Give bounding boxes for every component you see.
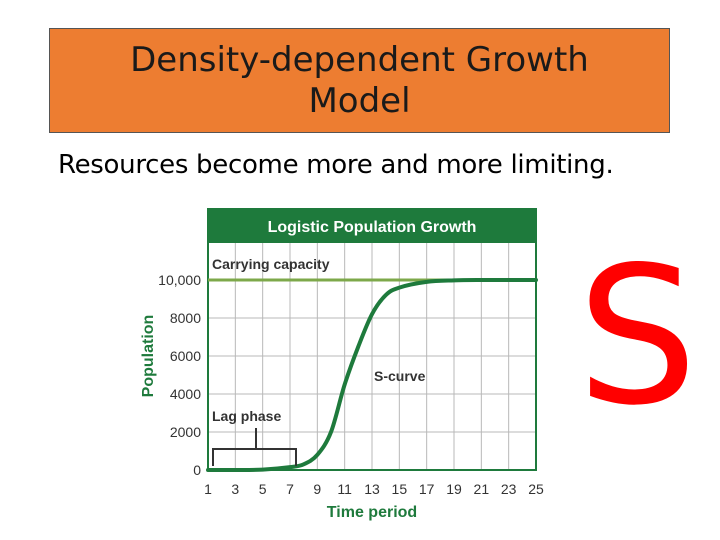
x-tick-label: 7 [286,481,294,497]
y-tick-label: 10,000 [158,272,201,288]
x-tick-label: 25 [528,481,544,497]
chart-title: Logistic Population Growth [268,219,477,236]
x-tick-label: 1 [204,481,212,497]
x-tick-label: 9 [313,481,321,497]
series-line-population [206,277,538,473]
x-tick-label: 17 [419,481,435,497]
slide-subtitle: Resources become more and more limiting. [58,150,614,180]
carrying-capacity-label: Carrying capacity [212,256,330,272]
x-tick-label: 19 [446,481,462,497]
x-tick-label: 11 [337,481,352,497]
x-tick-label: 13 [364,481,380,497]
x-axis-label: Time period [327,504,417,521]
x-tick-label: 23 [501,481,517,497]
y-tick-label: 0 [193,462,201,478]
y-tick-label: 4000 [170,386,201,402]
y-tick-label: 8000 [170,310,201,326]
chart-frame [207,208,537,471]
lag-phase-bracket [212,428,297,466]
y-tick-label: 2000 [170,424,201,440]
lag-phase-label: Lag phase [212,408,281,424]
s-letter: S [577,226,698,447]
y-axis-label: Population [140,315,157,398]
y-tick-label: 6000 [170,348,201,364]
slide-title: Density-dependent Growth Model [130,39,589,121]
x-tick-label: 21 [474,481,490,497]
x-tick-label: 3 [231,481,239,497]
chart-header-bar [208,209,536,243]
x-tick-label: 5 [259,481,267,497]
x-tick-label: 15 [392,481,408,497]
title-box: Density-dependent Growth Model [49,28,670,133]
s-curve-label: S-curve [374,368,426,384]
